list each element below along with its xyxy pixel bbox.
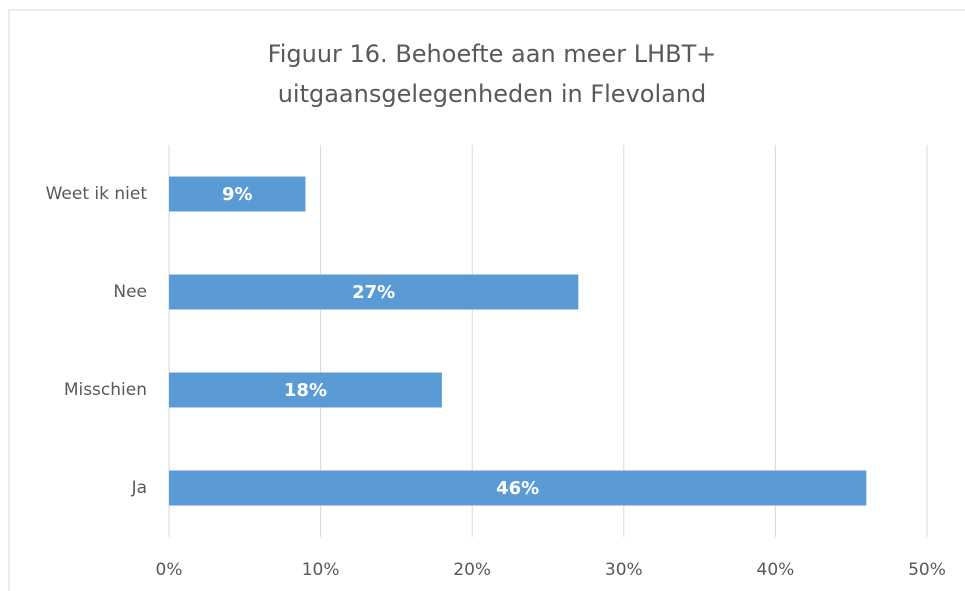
- chart-title: uitgaansgelegenheden in Flevoland: [278, 80, 707, 108]
- chart-title: Figuur 16. Behoefte aan meer LHBT+: [268, 40, 717, 68]
- x-tick-label: 40%: [757, 560, 795, 580]
- bar: [169, 274, 579, 310]
- x-tick-label: 20%: [453, 560, 491, 580]
- data-label: 18%: [284, 380, 327, 401]
- y-tick-label: Nee: [113, 282, 147, 302]
- chart-border: [8, 9, 965, 591]
- bar: [169, 470, 867, 506]
- x-tick-label: 30%: [605, 560, 643, 580]
- y-tick-label: Weet ik niet: [46, 184, 148, 204]
- data-label: 46%: [496, 478, 539, 499]
- x-tick-label: 50%: [908, 560, 946, 580]
- data-label: 27%: [352, 282, 395, 303]
- x-tick-label: 10%: [302, 560, 340, 580]
- bar: [169, 372, 442, 408]
- bar: [169, 176, 306, 212]
- y-tick-label: Misschien: [64, 380, 147, 400]
- x-tick-label: 0%: [156, 560, 183, 580]
- y-tick-label: Ja: [131, 478, 147, 498]
- data-label: 9%: [222, 184, 253, 205]
